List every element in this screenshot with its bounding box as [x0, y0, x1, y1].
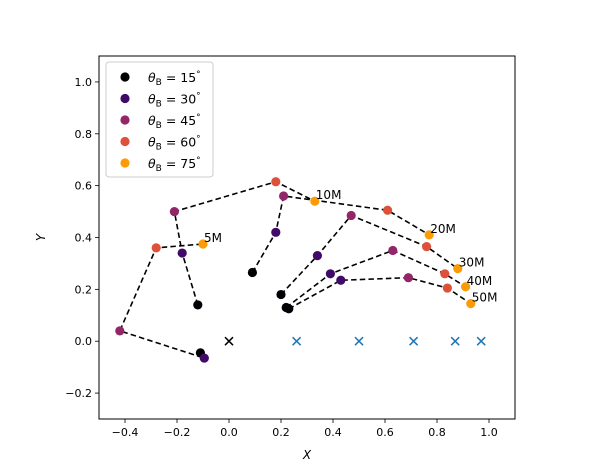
point-series-3: [388, 245, 398, 256]
data-points: [115, 177, 476, 363]
x-tick-label: 0.0: [220, 426, 238, 439]
point-series-5: [424, 230, 434, 240]
x-tick-label: −0.2: [164, 426, 191, 439]
point-series-4: [383, 205, 393, 215]
x-axis-label: X: [302, 448, 312, 462]
legend-marker: [120, 158, 130, 168]
curve-labels: 5M 10M 20M 30M 40M 50M: [204, 188, 497, 304]
legend-item: θB = 30°: [120, 92, 201, 110]
legend-label: θB = 60°: [148, 135, 201, 153]
point-series-2: [336, 275, 346, 285]
legend-marker: [120, 72, 130, 82]
origin-x-marker: [224, 336, 234, 346]
legend-item: θB = 45°: [120, 113, 201, 131]
x-marker: [476, 336, 486, 346]
point-series-5: [310, 196, 320, 206]
legend-box: [105, 61, 214, 178]
curve-label: 5M: [204, 231, 222, 245]
x-tick-label: 0.8: [428, 426, 446, 439]
point-series-3: [346, 210, 356, 221]
point-series-3: [169, 206, 179, 217]
legend-item: θB = 60°: [120, 135, 201, 153]
legend-label: θB = 75°: [148, 156, 201, 174]
legend-label: θB = 30°: [148, 92, 201, 110]
legend-marker: [120, 93, 130, 104]
x-tick-label: 0.4: [324, 426, 342, 439]
curve-label: 20M: [430, 222, 456, 236]
point-series-1: [247, 267, 257, 278]
point-series-4: [422, 241, 432, 252]
point-series-3: [403, 273, 413, 283]
point-series-4: [440, 269, 450, 279]
x-tick-label: 1.0: [480, 426, 498, 439]
y-tick-label: 0.6: [75, 180, 93, 193]
legend-item: θB = 15°: [120, 70, 201, 88]
y-axis-ticks: −0.2 0.0 0.2 0.4 0.6 0.8 1.0: [65, 76, 99, 400]
legend-marker: [120, 115, 130, 125]
point-series-1: [276, 289, 286, 300]
point-series-1: [284, 304, 294, 314]
legend-label: θB = 45°: [148, 113, 201, 131]
x-marker: [292, 336, 302, 346]
y-tick-label: 0.4: [75, 232, 93, 245]
point-series-2: [177, 248, 187, 258]
point-series-5: [466, 299, 476, 309]
legend-label: θB = 15°: [148, 70, 201, 88]
legend-item: θB = 75°: [120, 156, 201, 174]
x-axis-ticks: −0.4 −0.2 0.0 0.2 0.4 0.6 0.8 1.0: [112, 419, 498, 439]
x-tick-label: 0.2: [272, 426, 290, 439]
y-tick-label: 0.2: [75, 283, 93, 296]
point-series-2: [271, 227, 281, 237]
x-tick-label: −0.4: [112, 426, 139, 439]
y-tick-label: 0.0: [75, 335, 93, 348]
y-tick-label: 1.0: [75, 76, 93, 89]
x-tick-label: 0.6: [376, 426, 394, 439]
x-markers: [224, 336, 486, 346]
point-series-4: [271, 177, 281, 187]
curve-label: 40M: [467, 274, 493, 288]
x-marker: [450, 336, 460, 346]
legend-marker: [120, 136, 130, 147]
legend: θB = 15° θB = 30° θB = 45° θB = 60° θB = 75°: [105, 61, 214, 178]
curve-label: 10M: [316, 188, 342, 202]
y-tick-label: 0.8: [75, 128, 93, 141]
point-series-4: [442, 283, 452, 293]
y-tick-label: −0.2: [65, 387, 92, 400]
point-series-5: [453, 264, 463, 274]
point-series-1: [193, 300, 203, 310]
y-axis-label: Y: [34, 232, 48, 241]
x-marker: [354, 336, 364, 346]
point-series-5: [461, 282, 471, 292]
x-marker: [409, 336, 419, 346]
point-series-3: [279, 191, 289, 201]
point-series-2: [199, 353, 209, 363]
curve-label: 50M: [472, 291, 498, 305]
point-series-3: [115, 326, 125, 336]
point-series-2: [325, 269, 335, 279]
point-series-4: [151, 243, 161, 253]
point-series-5: [198, 239, 208, 249]
curve-label: 30M: [459, 256, 485, 270]
point-series-2: [312, 251, 322, 261]
